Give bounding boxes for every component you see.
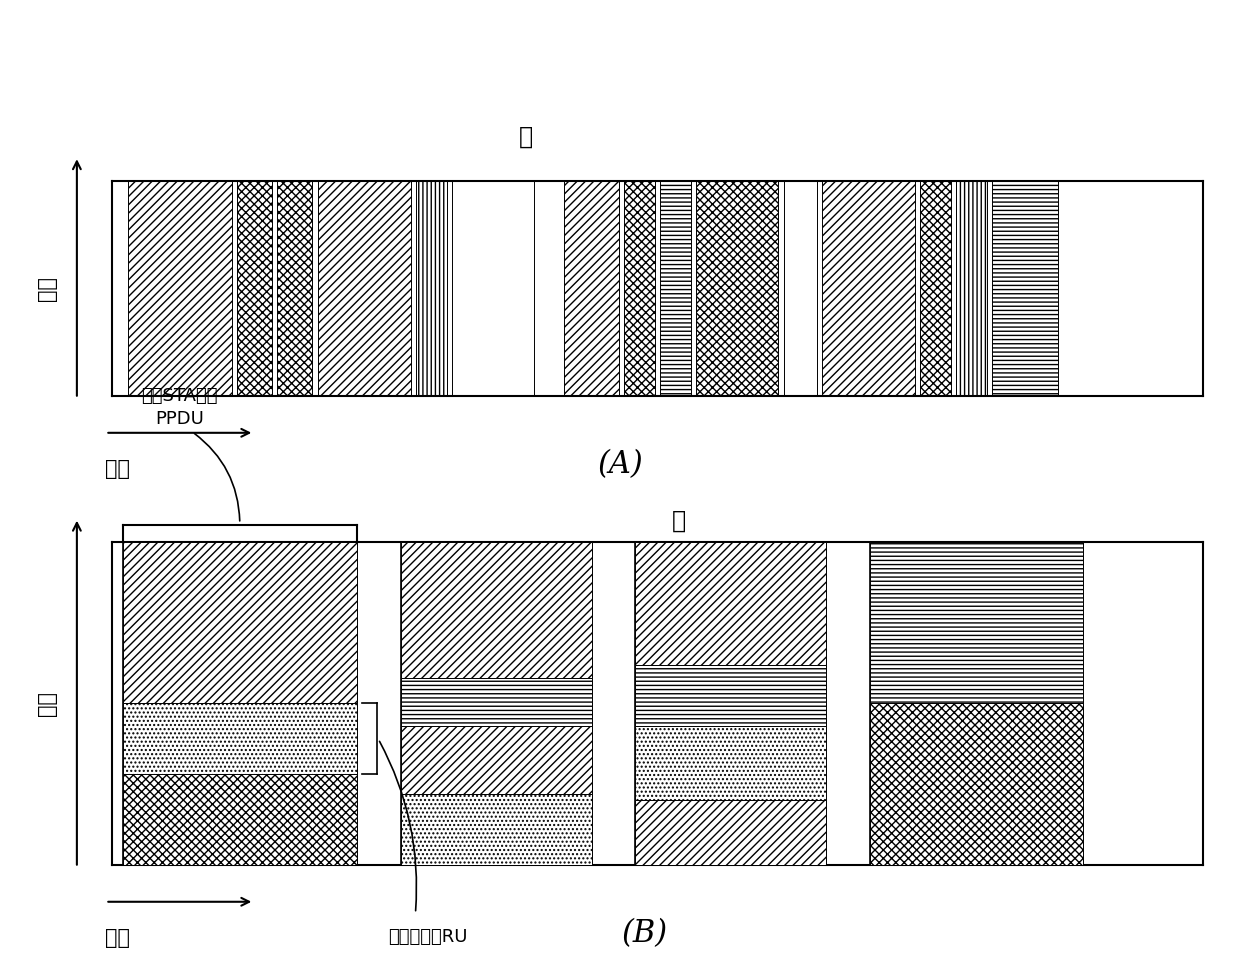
Bar bbox=[635, 726, 826, 800]
Bar bbox=[401, 678, 591, 726]
Bar bbox=[635, 664, 826, 726]
Text: 时间: 时间 bbox=[105, 928, 130, 948]
Bar bbox=[278, 181, 312, 396]
Text: 频率: 频率 bbox=[37, 276, 57, 301]
Bar bbox=[417, 181, 446, 396]
Bar bbox=[401, 726, 591, 793]
Bar bbox=[564, 181, 619, 396]
Bar bbox=[635, 542, 826, 664]
Text: (A): (A) bbox=[598, 449, 642, 481]
Bar bbox=[870, 542, 1083, 865]
Bar bbox=[317, 181, 410, 396]
Bar bbox=[123, 542, 357, 865]
Bar bbox=[401, 542, 591, 865]
Bar bbox=[123, 542, 357, 703]
Bar bbox=[635, 542, 826, 865]
Bar bbox=[128, 181, 232, 396]
Bar bbox=[237, 181, 272, 396]
Bar bbox=[625, 181, 655, 396]
Bar bbox=[635, 800, 826, 865]
Bar bbox=[870, 703, 1083, 865]
Bar bbox=[123, 775, 357, 865]
Text: 帧: 帧 bbox=[672, 508, 686, 532]
Text: 频率: 频率 bbox=[37, 691, 57, 716]
Bar bbox=[956, 181, 987, 396]
Bar bbox=[697, 181, 779, 396]
Text: (B): (B) bbox=[621, 918, 668, 950]
Text: 帧: 帧 bbox=[520, 124, 533, 149]
Text: PPDU: PPDU bbox=[155, 410, 205, 428]
Bar bbox=[784, 181, 816, 396]
Bar bbox=[920, 181, 951, 396]
Bar bbox=[453, 181, 534, 396]
Bar bbox=[822, 181, 915, 396]
Text: 每个用户的RU: 每个用户的RU bbox=[388, 928, 467, 946]
Bar bbox=[401, 793, 591, 865]
Text: 每个STA多个: 每个STA多个 bbox=[141, 388, 218, 405]
Bar bbox=[123, 703, 357, 775]
Bar bbox=[992, 181, 1058, 396]
Text: 时间: 时间 bbox=[105, 459, 130, 479]
Bar bbox=[661, 181, 691, 396]
Bar bbox=[401, 542, 591, 678]
Bar bbox=[870, 542, 1083, 703]
